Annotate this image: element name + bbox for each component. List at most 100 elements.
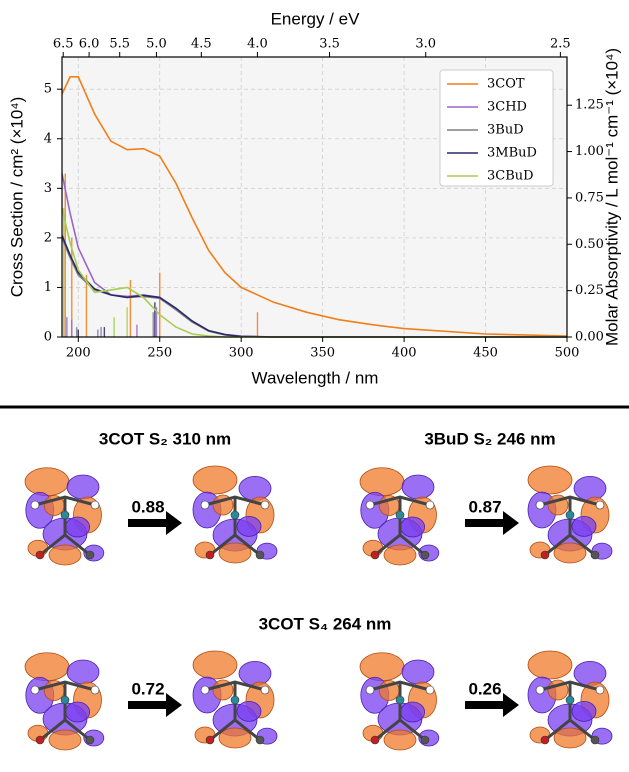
x2-tick-label: 3.5 [319,37,340,52]
y-tick-label: 4 [44,131,52,146]
skeleton [539,495,601,557]
legend-label: 3CHD [487,100,527,115]
lobe [48,544,82,566]
lobe [383,729,417,751]
lobe [236,701,262,722]
lobe [553,727,587,749]
atom [60,695,70,705]
atom [425,500,435,510]
y-axis-title: Cross Section / cm² (×10⁴) [7,97,26,298]
orbital-image [359,652,440,751]
orbital-image [527,650,613,749]
atom [255,735,265,745]
atom [205,735,215,745]
x-axis-title: Wavelength / nm [252,368,379,387]
x2-tick-label: 6.5 [53,37,74,52]
skeleton [204,495,266,557]
atom [260,685,270,695]
lobe [573,475,607,501]
atom [370,735,380,745]
atom [35,550,45,560]
series-line [61,76,568,337]
x-tick-label: 300 [229,346,254,361]
x-tick-label: 450 [473,346,498,361]
lobe [401,659,435,685]
atom [90,685,100,695]
atom [420,735,430,745]
weight-label: 0.88 [131,497,164,516]
skeleton [34,495,96,557]
lobe [192,465,238,495]
panel-title: 3COT S₂ 310 nm [99,429,231,448]
y2-tick-label: 0.75 [575,190,604,205]
x-tick-label: 350 [310,346,335,361]
lobe [236,516,262,537]
lobe [527,465,573,495]
x2-tick-label: 3.0 [415,37,436,52]
lobe [573,661,607,686]
skeleton [204,680,266,742]
atom [370,550,380,560]
lobe [400,701,426,723]
x2-tick-label: 2.5 [550,37,571,52]
lobe [571,516,597,537]
legend-label: 3BuD [487,123,524,138]
atom [535,500,545,510]
legend-label: 3MBuD [487,146,537,161]
lobe [359,652,405,682]
atom [540,550,550,560]
atom [365,685,375,695]
atom [230,695,240,705]
lobe [527,650,573,680]
lobe [401,474,435,500]
atom [565,695,575,705]
arrow [128,693,182,717]
atom [60,510,70,520]
lobe [571,701,597,722]
orbital-image [24,652,105,751]
y2-tick-label: 1.00 [575,144,604,159]
x-tick-label: 400 [392,346,417,361]
atom [30,685,40,695]
lobe [238,661,272,686]
atom [395,510,405,520]
lobe [66,474,100,500]
skeleton [369,495,431,557]
arrow [128,511,182,535]
atom [200,685,210,695]
lobe [24,467,70,497]
arrow [465,511,519,535]
atom [420,550,430,560]
lobe [359,467,405,497]
x2-tick-label: 4.0 [247,37,268,52]
atom [85,550,95,560]
panel-title: 3BuD S₂ 246 nm [424,429,555,448]
atom [30,500,40,510]
atom [425,685,435,695]
arrow [465,693,519,717]
legend-label: 3COT [487,77,525,92]
y2-axis-title: Molar Absorptivity / L mol⁻¹ cm⁻¹ (×10⁴) [602,48,621,346]
atom [205,550,215,560]
lobe [553,542,587,564]
x-tick-label: 250 [147,346,172,361]
y-tick-label: 5 [44,82,52,97]
arrows [128,511,519,717]
plot-frame [61,56,568,338]
lobe [218,542,252,564]
lobe [192,650,238,680]
y-tick-label: 3 [44,181,52,196]
orbital-image [527,465,613,564]
weight-label: 0.72 [131,679,164,698]
atom [260,500,270,510]
lobe [65,701,90,723]
orbitals [24,465,613,751]
atom [595,500,605,510]
lobe [238,475,272,501]
lobe [65,516,90,538]
x-tick-label: 500 [555,346,580,361]
atom [35,735,45,745]
x2-tick-label: 4.5 [191,37,212,52]
atom [90,500,100,510]
